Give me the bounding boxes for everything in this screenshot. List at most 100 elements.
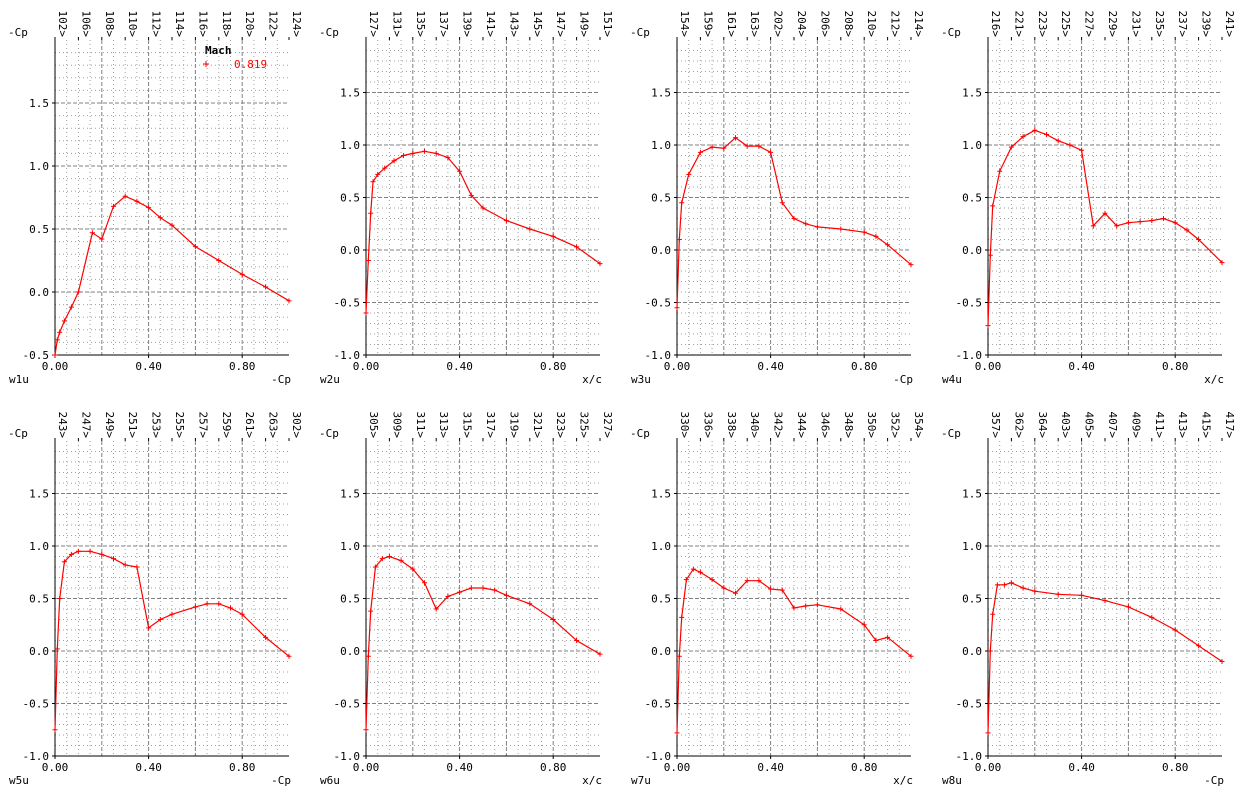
top-station-label: 116> xyxy=(196,11,209,38)
data-point-marker xyxy=(382,165,388,171)
data-point-marker xyxy=(574,244,580,250)
top-station-label: 257> xyxy=(196,412,209,439)
data-point-marker xyxy=(480,585,486,591)
top-station-label: 342> xyxy=(772,412,785,439)
legend-value: 0.819 xyxy=(234,58,267,71)
y-tick-label: 1.5 xyxy=(962,87,982,100)
data-point-marker xyxy=(690,566,696,572)
data-point-marker xyxy=(733,135,738,141)
data-point-marker xyxy=(422,580,427,586)
top-station-label: 231> xyxy=(1129,11,1142,38)
data-point-marker xyxy=(134,564,140,570)
data-point-marker xyxy=(68,304,74,310)
chart-panel-w8u: -1.0 -0.5 0.0 0.5 1.0 1.5 0.00 0.40 0.80 -Cp w8u -C… xyxy=(933,401,1244,802)
chart-panel-w5u: -1.0 -0.5 0.0 0.5 1.0 1.5 0.00 0.40 0.80 -Cp w5u -C… xyxy=(0,401,311,802)
data-point-marker xyxy=(386,554,392,559)
data-point-marker xyxy=(286,653,292,659)
top-station-label: 253> xyxy=(150,412,163,439)
data-point-marker xyxy=(433,606,439,612)
chart-panel-w3u: -1.0 -0.5 0.0 0.5 1.0 1.5 0.00 0.40 0.80 -Cp w3u -C… xyxy=(622,0,933,401)
data-point-marker xyxy=(861,622,867,628)
y-tick-label: 1.5 xyxy=(29,488,49,501)
data-point-marker xyxy=(1067,142,1073,148)
data-point-marker xyxy=(527,226,533,232)
x-tick-label: 0.00 xyxy=(42,761,69,774)
top-station-label: 227> xyxy=(1083,11,1096,38)
data-point-marker xyxy=(873,233,879,239)
data-point-marker xyxy=(985,323,991,329)
x-tick-label: 0.80 xyxy=(229,360,256,373)
top-station-label: 313> xyxy=(437,412,450,439)
data-point-marker xyxy=(468,192,474,198)
x-axis-label: -Cp xyxy=(1204,774,1224,787)
y-tick-label: 1.5 xyxy=(29,97,49,110)
top-station-label: 348> xyxy=(842,412,855,439)
y-tick-label: 0.5 xyxy=(651,192,671,205)
data-point-marker xyxy=(550,617,556,622)
top-station-label: 163> xyxy=(748,11,761,38)
x-tick-label: 0.00 xyxy=(353,360,380,373)
data-point-marker xyxy=(410,566,416,572)
top-station-label: 411> xyxy=(1153,412,1166,439)
panel-label: w6u xyxy=(320,774,340,787)
major-grid xyxy=(366,40,600,355)
data-point-marker xyxy=(89,230,95,236)
data-point-marker xyxy=(157,617,163,622)
data-point-marker xyxy=(216,601,222,607)
data-point-marker xyxy=(721,145,727,151)
chart-svg: -1.0 -0.5 0.0 0.5 1.0 1.5 0.00 0.40 0.80 -Cp w7u x/… xyxy=(630,412,925,788)
top-station-label: 330> xyxy=(678,412,691,439)
series-line xyxy=(987,582,1223,733)
data-point-marker xyxy=(192,604,198,610)
series-line xyxy=(987,129,1223,326)
top-station-label: 407> xyxy=(1106,412,1119,439)
data-point-marker xyxy=(503,218,509,224)
data-point-marker xyxy=(457,168,463,174)
y-tick-label: 1.0 xyxy=(962,540,982,553)
top-station-label: 251> xyxy=(126,412,139,439)
data-point-marker xyxy=(838,606,844,612)
data-point-marker xyxy=(987,648,993,654)
data-point-marker xyxy=(1008,580,1014,586)
major-grid xyxy=(366,441,600,756)
data-point-marker xyxy=(674,305,680,311)
x-tick-label: 0.40 xyxy=(446,761,473,774)
y-tick-label: -0.5 xyxy=(645,297,672,310)
data-point-marker xyxy=(1137,219,1143,225)
chart-svg: -1.0 -0.5 0.0 0.5 1.0 1.5 0.00 0.40 0.80 -Cp w4u x/… xyxy=(941,11,1236,387)
top-station-label: 413> xyxy=(1176,412,1189,439)
data-point-marker xyxy=(372,564,378,570)
data-point-marker xyxy=(368,608,374,614)
top-station-label: 311> xyxy=(414,412,427,439)
data-point-marker xyxy=(686,171,692,177)
major-grid xyxy=(988,441,1222,756)
major-grid xyxy=(677,441,911,756)
series-line xyxy=(676,136,912,308)
data-point-marker xyxy=(52,727,58,733)
y-tick-label: 0.0 xyxy=(340,645,360,658)
data-point-marker xyxy=(814,602,820,608)
data-point-marker xyxy=(1149,614,1155,620)
top-station-label: 338> xyxy=(725,412,738,439)
y-axis-label: -Cp xyxy=(8,26,28,39)
x-tick-label: 0.00 xyxy=(664,761,691,774)
y-tick-label: 1.5 xyxy=(340,488,360,501)
top-station-label: 263> xyxy=(267,412,280,439)
data-point-marker xyxy=(1079,147,1085,153)
y-tick-label: -0.5 xyxy=(334,698,361,711)
x-axis-label: -Cp xyxy=(893,373,913,386)
data-point-marker xyxy=(216,258,222,263)
chart-panel-w1u: -0.5 0.0 0.5 1.0 1.5 0.00 0.40 0.80 -Cp w1u -Cp 102… xyxy=(0,0,311,401)
x-tick-label: 0.80 xyxy=(851,761,878,774)
data-point-marker xyxy=(676,237,682,242)
data-point-marker xyxy=(61,318,67,324)
top-station-label: 409> xyxy=(1129,412,1142,439)
top-station-label: 315> xyxy=(461,412,474,439)
data-point-marker xyxy=(445,593,451,599)
y-tick-label: 0.5 xyxy=(29,593,49,606)
data-point-marker xyxy=(756,578,762,584)
y-tick-label: 1.0 xyxy=(29,540,49,553)
top-station-label: 114> xyxy=(173,11,186,38)
panel-label: w3u xyxy=(631,373,651,386)
data-point-marker xyxy=(503,592,509,598)
